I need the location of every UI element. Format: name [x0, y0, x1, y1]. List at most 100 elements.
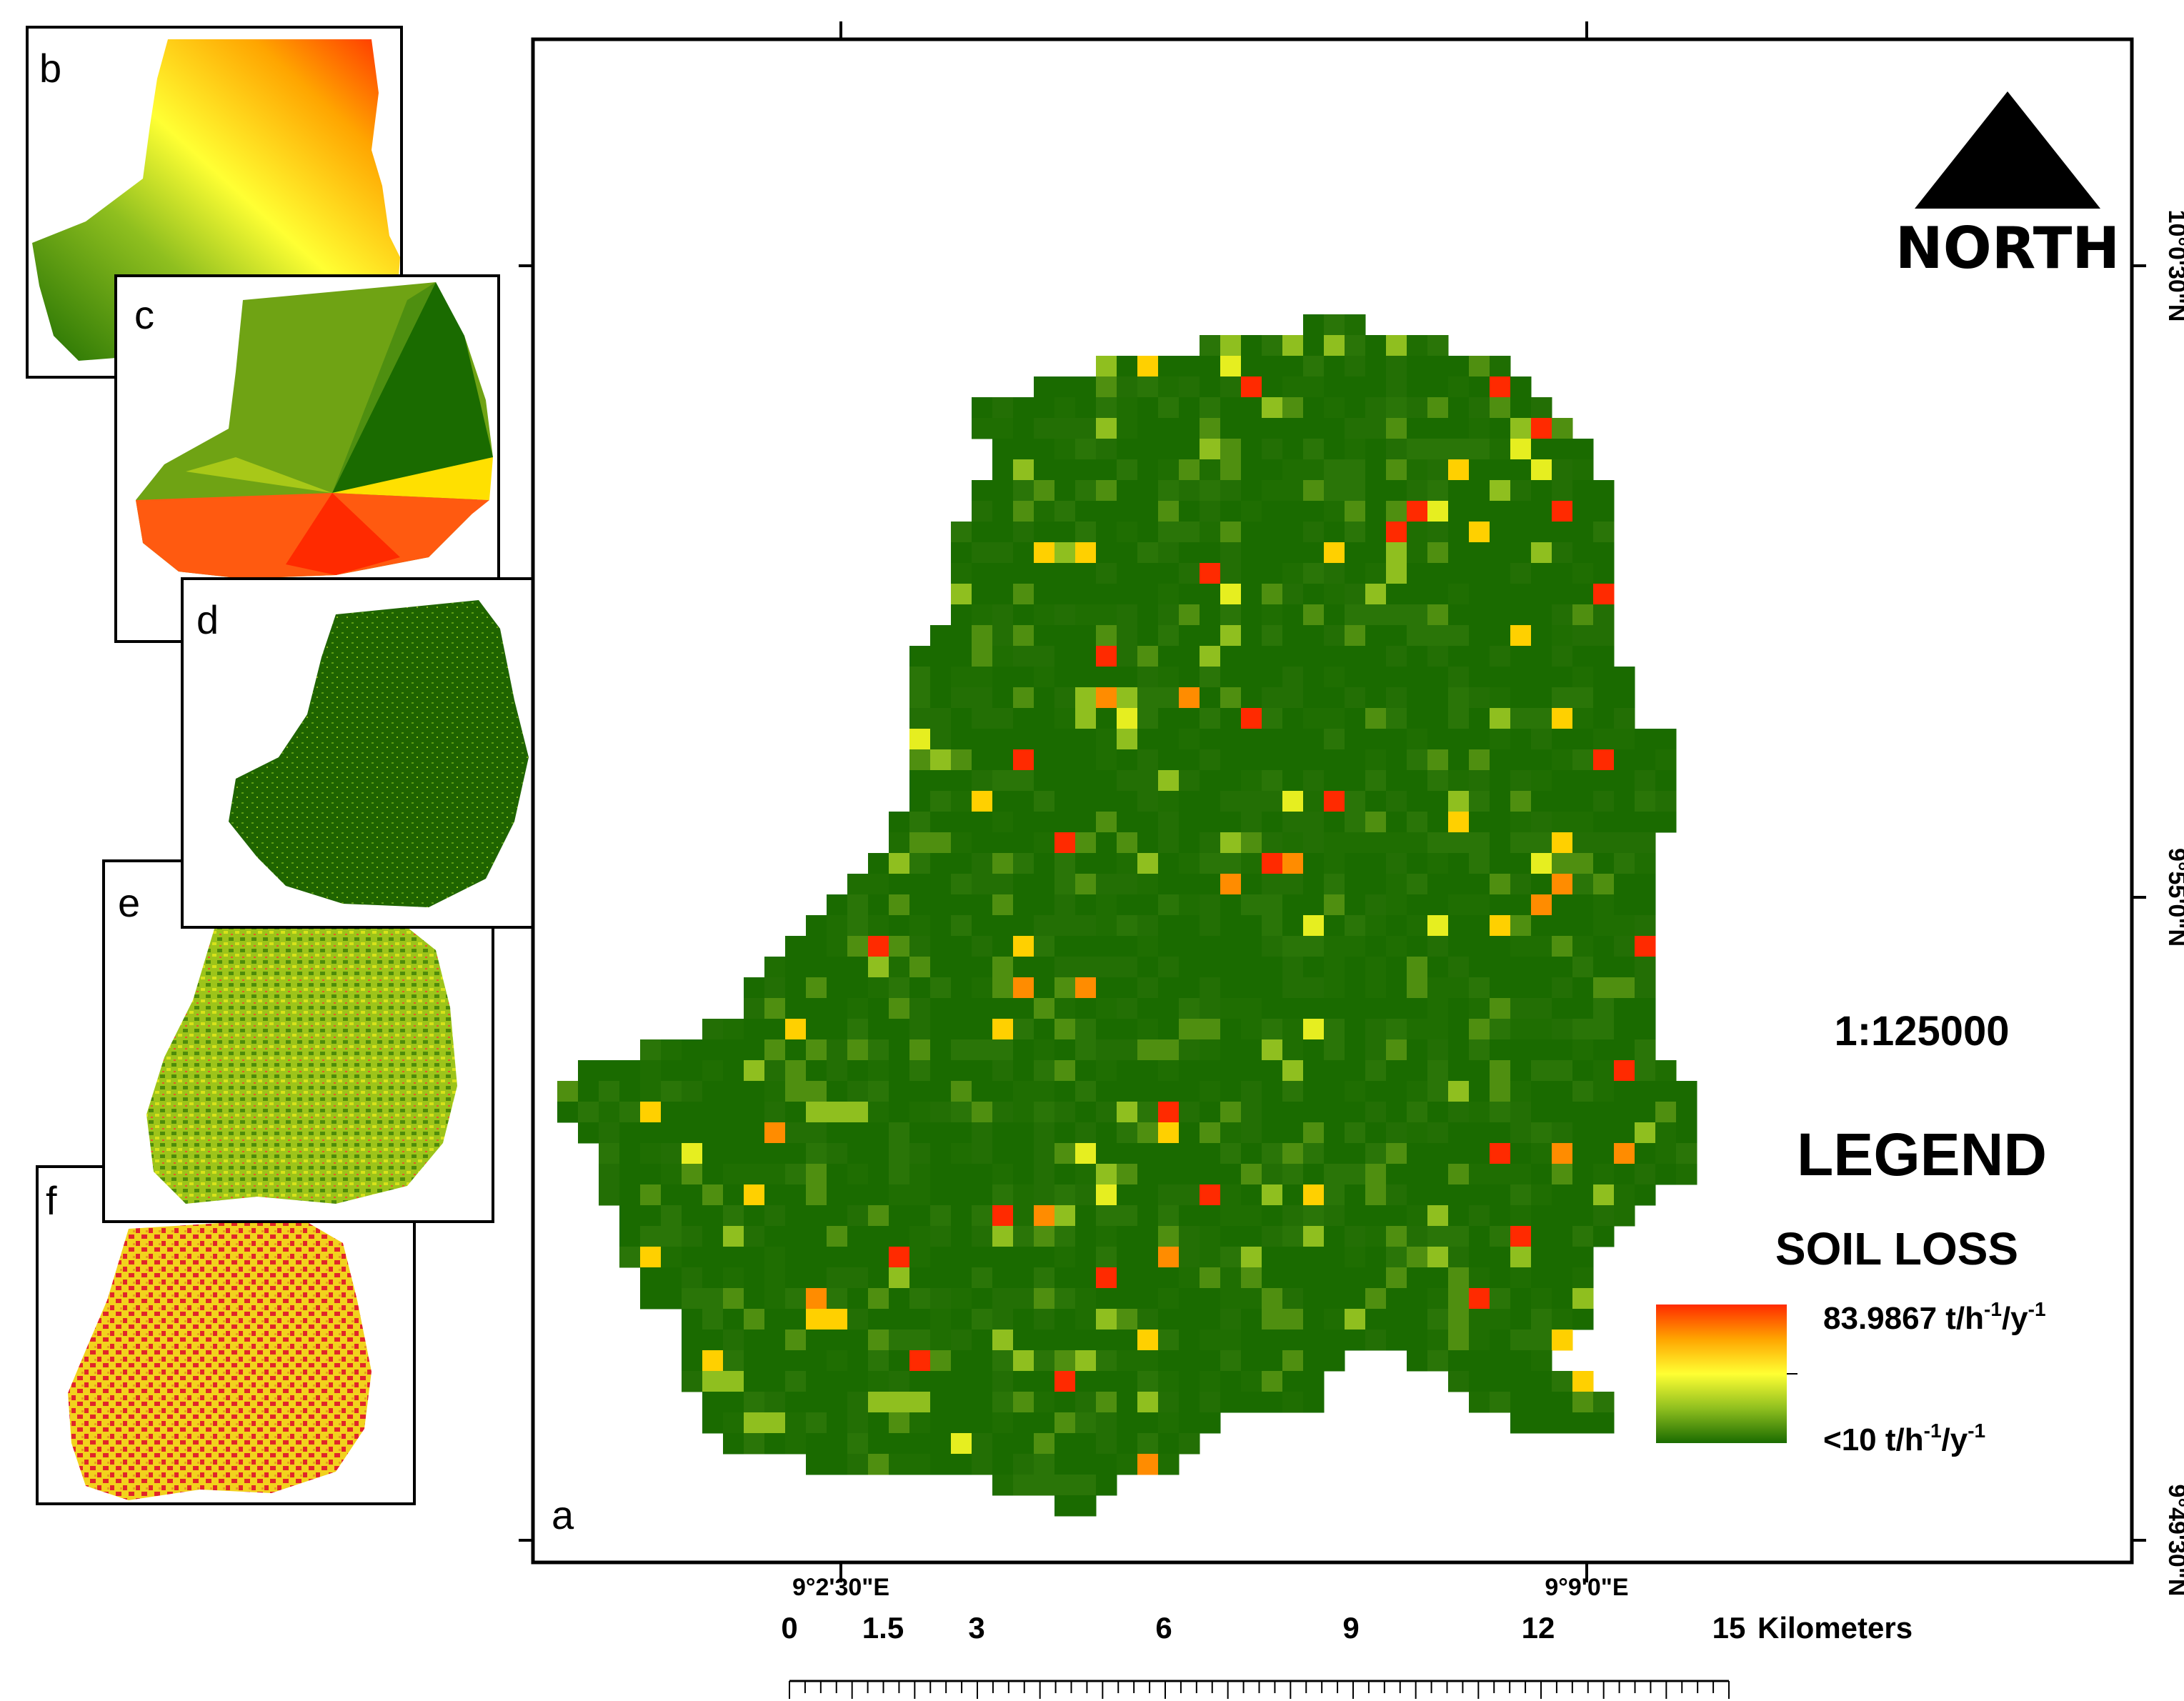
raster-cell [1013, 1164, 1034, 1185]
raster-cell [1158, 584, 1180, 605]
scale-label-3: 3 [968, 1611, 984, 1645]
raster-cell [1490, 853, 1511, 874]
raster-cell [1469, 998, 1490, 1019]
raster-cell [992, 853, 1014, 874]
raster-cell [1552, 1392, 1573, 1413]
raster-cell [1241, 1019, 1262, 1040]
raster-cell [1365, 1184, 1387, 1206]
raster-cell [889, 1433, 910, 1455]
raster-cell [1013, 1330, 1034, 1351]
raster-cell [1179, 1164, 1200, 1185]
raster-cell [1117, 915, 1138, 937]
raster-cell [1448, 770, 1470, 792]
raster-cell [1158, 1288, 1180, 1310]
raster-cell [930, 853, 952, 874]
raster-cell [1427, 749, 1449, 771]
raster-cell [1137, 397, 1159, 419]
raster-cell [1241, 729, 1262, 750]
raster-cell [1158, 646, 1180, 667]
raster-cell [1386, 563, 1407, 584]
raster-cell [661, 1164, 682, 1185]
raster-cell [1013, 853, 1034, 874]
raster-cell [1200, 376, 1221, 398]
raster-cell [1324, 853, 1345, 874]
raster-cell [1096, 791, 1117, 812]
raster-cell [1200, 770, 1221, 792]
raster-cell [806, 1060, 827, 1082]
raster-cell [1386, 1019, 1407, 1040]
raster-cell [847, 1164, 869, 1185]
raster-cell [682, 1330, 703, 1351]
raster-cell [1365, 604, 1387, 626]
raster-cell [1490, 542, 1511, 564]
raster-cell [1137, 1039, 1159, 1061]
raster-cell [1510, 729, 1532, 750]
raster-cell [1096, 1350, 1117, 1372]
raster-cell [1572, 853, 1594, 874]
raster-cell [1034, 459, 1055, 481]
raster-cell [744, 1143, 765, 1164]
raster-cell [1158, 1122, 1180, 1144]
raster-cell [1324, 501, 1345, 522]
raster-cell [1386, 1247, 1407, 1268]
raster-cell [889, 1392, 910, 1413]
raster-cell [827, 1143, 848, 1164]
raster-cell [1096, 874, 1117, 895]
raster-cell [1262, 1164, 1283, 1185]
raster-cell [764, 1184, 786, 1206]
raster-cell [1096, 625, 1117, 647]
raster-cell [972, 1205, 993, 1227]
raster-cell [1469, 729, 1490, 750]
raster-cell [1490, 667, 1511, 688]
raster-cell [1635, 1102, 1656, 1123]
raster-cell [1075, 1164, 1097, 1185]
coord-y3: 9°49'30"N [2163, 1485, 2184, 1597]
raster-cell [806, 1081, 827, 1102]
raster-cell [1262, 459, 1283, 481]
raster-cell [1241, 1392, 1262, 1413]
raster-cell [1407, 646, 1428, 667]
raster-cell [1407, 1184, 1428, 1206]
raster-cell [1282, 874, 1304, 895]
raster-cell [1552, 667, 1573, 688]
raster-cell [1241, 646, 1262, 667]
raster-cell [1593, 1060, 1615, 1082]
raster-cell [930, 1267, 952, 1289]
raster-cell [785, 1309, 807, 1330]
raster-cell [1490, 356, 1511, 377]
raster-cell [1552, 708, 1573, 729]
raster-cell [909, 1019, 931, 1040]
raster-cell [1510, 936, 1532, 957]
raster-cell [1572, 1184, 1594, 1206]
raster-cell [1407, 522, 1428, 543]
raster-cell [1034, 1122, 1055, 1144]
raster-cell [1054, 563, 1076, 584]
raster-cell [1469, 501, 1490, 522]
raster-cell [1282, 1060, 1304, 1082]
raster-cell [992, 501, 1014, 522]
coord-y1: 10°0'30"N [2163, 210, 2184, 322]
raster-cell [1200, 335, 1221, 356]
raster-cell [889, 1371, 910, 1392]
raster-cell [1034, 542, 1055, 564]
raster-cell [1117, 604, 1138, 626]
raster-cell [702, 1371, 724, 1392]
raster-cell [1531, 1122, 1552, 1144]
raster-cell [723, 1081, 744, 1102]
raster-cell [992, 1433, 1014, 1455]
raster-cell [1593, 832, 1615, 854]
raster-cell [1324, 791, 1345, 812]
raster-cell [930, 915, 952, 937]
raster-cell [1469, 957, 1490, 978]
raster-cell [1345, 1081, 1366, 1102]
raster-cell [1282, 563, 1304, 584]
raster-cell [1013, 1267, 1034, 1289]
raster-cell [1013, 770, 1034, 792]
raster-cell [1262, 646, 1283, 667]
raster-cell [909, 874, 931, 895]
raster-cell [1324, 604, 1345, 626]
raster-cell [1386, 1184, 1407, 1206]
raster-cell [1572, 522, 1594, 543]
raster-cell [951, 1392, 972, 1413]
